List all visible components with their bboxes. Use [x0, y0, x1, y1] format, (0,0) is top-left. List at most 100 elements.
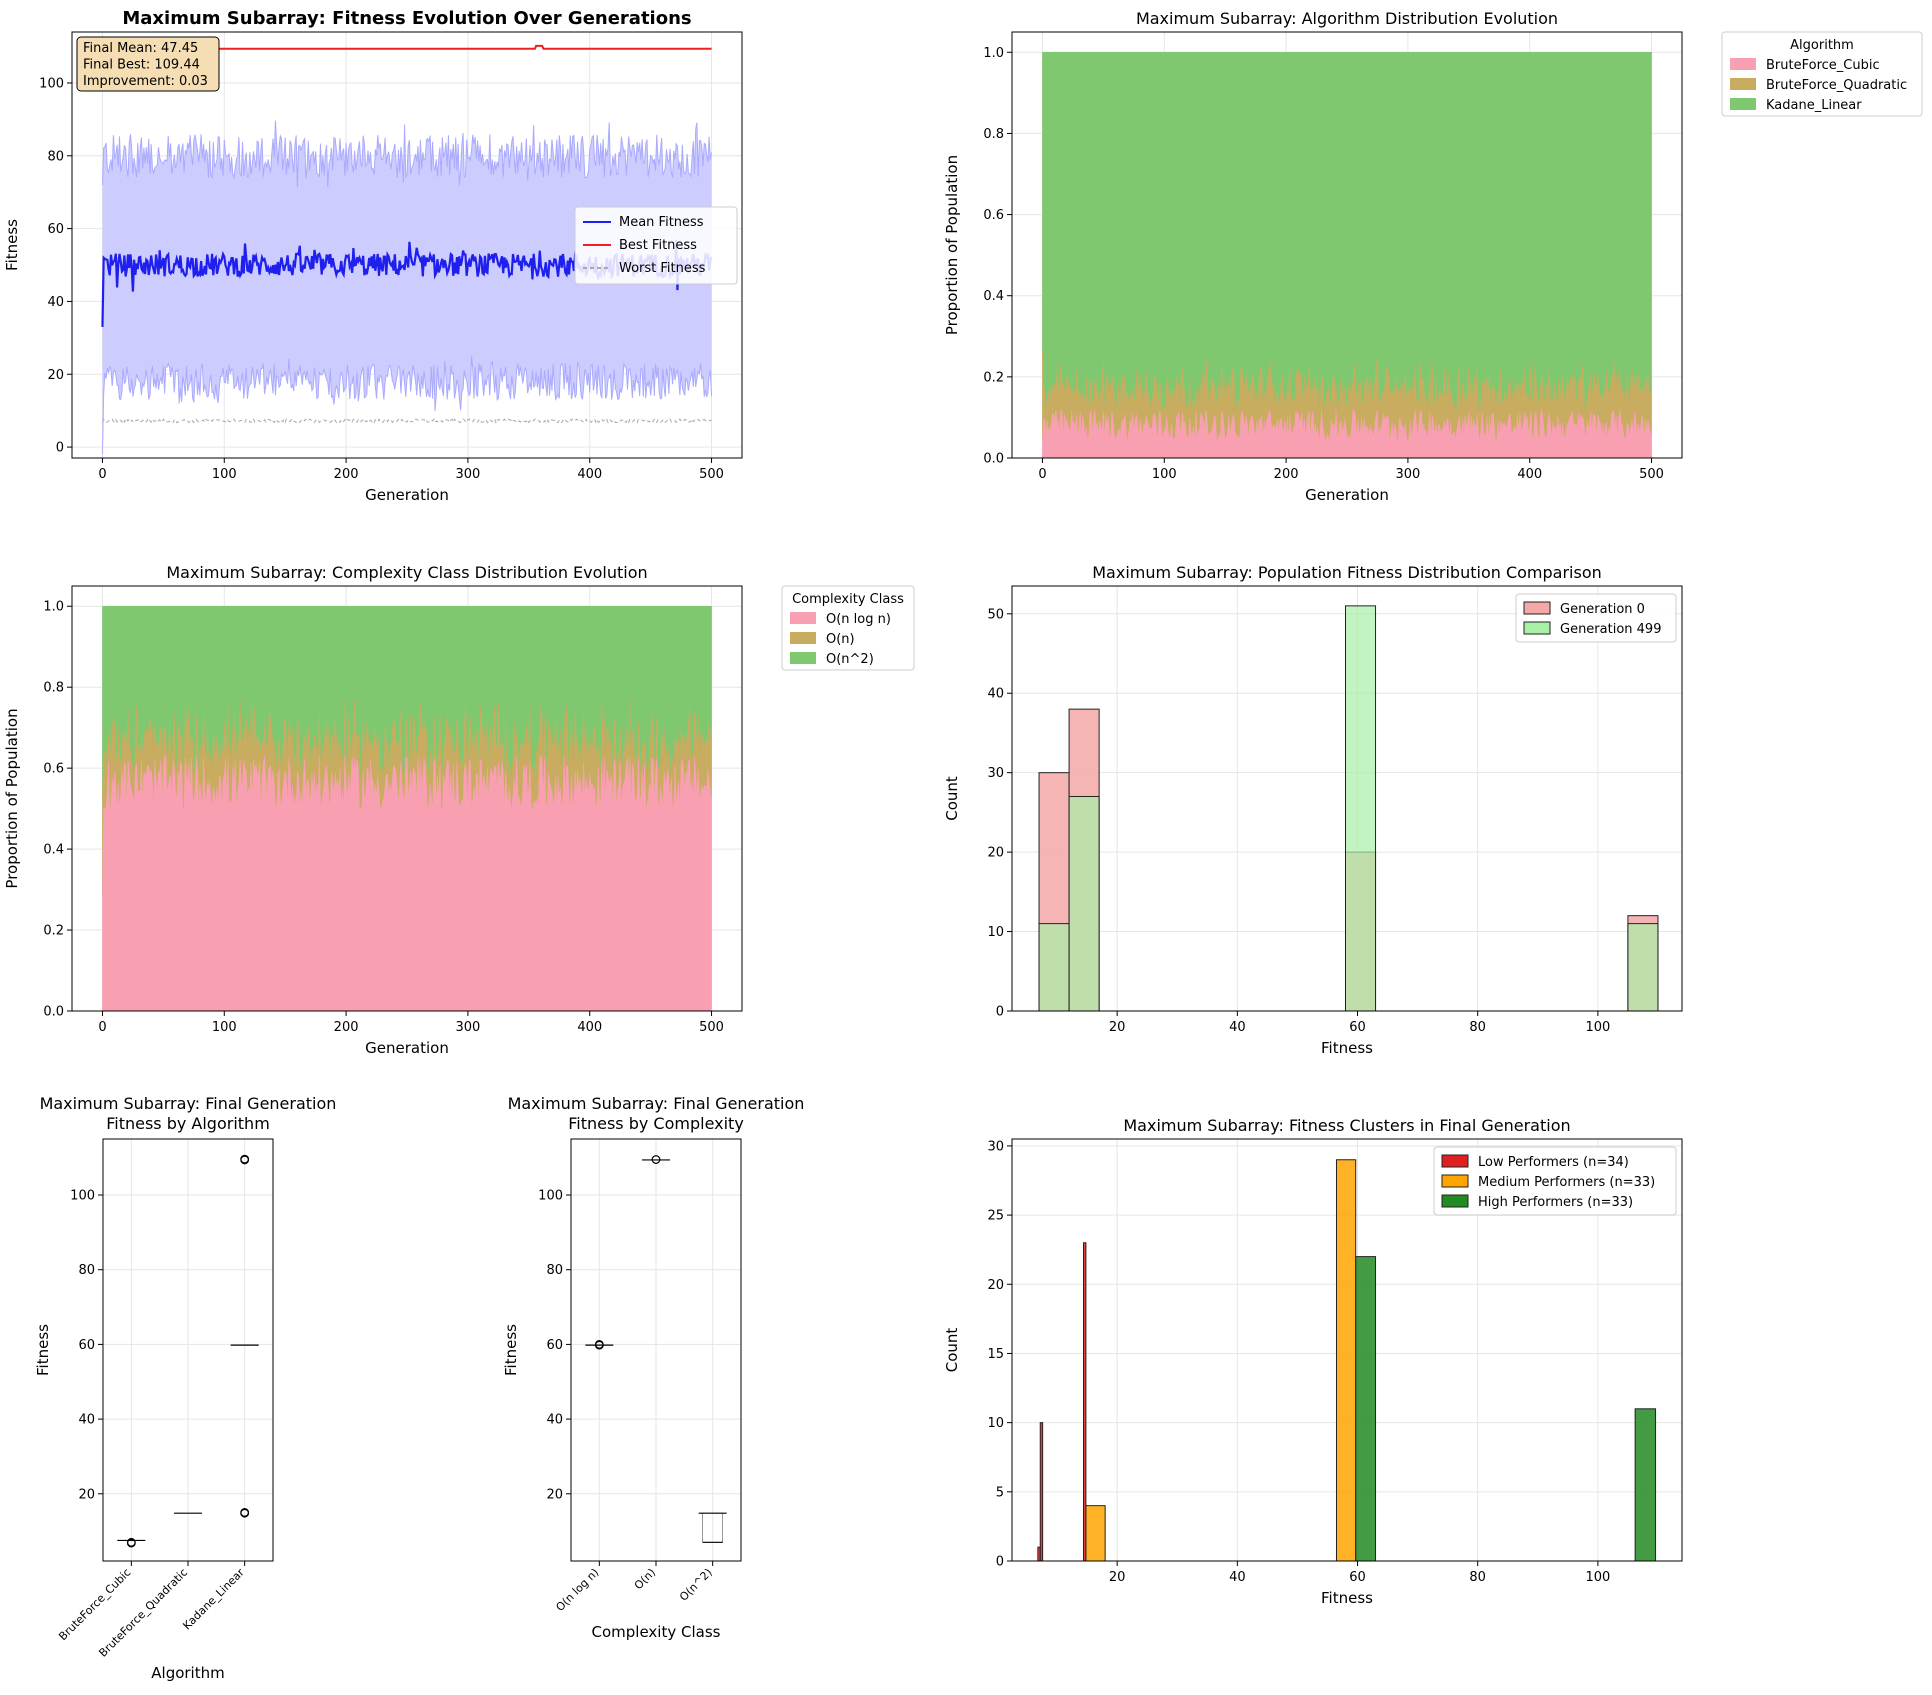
y-tick-label: 0	[996, 1005, 1004, 1020]
x-tick-label: 80	[1469, 1020, 1486, 1035]
y-axis-label: Count	[943, 1328, 961, 1373]
legend-box	[1515, 593, 1677, 643]
y-tick-label: 40	[546, 1413, 563, 1428]
y-tick-label: 80	[546, 1263, 563, 1278]
panel-4: 20 40 60 80 100 0 10 20 30 40 50 Maximum Subarray: …	[943, 563, 1683, 1057]
y-tick-label: 30	[987, 766, 1004, 781]
chart-title: Maximum Subarray: Complexity Class Distr…	[166, 563, 647, 582]
chart-title: Maximum Subarray: Final Generation Fitnes…	[40, 1094, 337, 1133]
x-tick-label: 100	[1585, 1020, 1610, 1035]
y-tick-label: 30	[987, 1139, 1004, 1154]
x-tick-label: 500	[1639, 467, 1664, 482]
x-tick-label: 0	[98, 1020, 106, 1035]
x-tick-label: 200	[1274, 467, 1299, 482]
x-tick-label: 0	[98, 467, 106, 482]
panel-5: 20 40 60 80 100 Maximum Subarray: Final Gener…	[34, 1094, 336, 1682]
legend-swatch	[1441, 1174, 1469, 1188]
worst-fitness-line	[102, 417, 712, 424]
axes-frame	[1011, 31, 1683, 459]
y-tick-label: 0.2	[43, 924, 64, 939]
x-tick-label: 100	[212, 467, 237, 482]
y-tick-label: 0.2	[983, 370, 1004, 385]
y-tick-label: 0.0	[43, 1005, 64, 1020]
y-axis-label: Fitness	[34, 1324, 52, 1376]
y-tick-label: 0.6	[983, 208, 1004, 223]
outlier-marker	[126, 1538, 136, 1548]
cluster-bar	[1335, 1159, 1357, 1562]
legend-label: Low Performers (n=34)	[1478, 1155, 1629, 1170]
x-tick-label: 80	[1469, 1570, 1486, 1585]
x-axis-label: Generation	[365, 1039, 449, 1057]
chart-title: Maximum Subarray: Fitness Evolution Over…	[122, 8, 691, 29]
legend-label: Worst Fitness	[619, 261, 706, 276]
y-tick-label: 25	[987, 1209, 1004, 1224]
x-tick-label: 400	[577, 1020, 602, 1035]
x-tick-label: 20	[1109, 1570, 1126, 1585]
y-tick-label: 10	[987, 1416, 1004, 1431]
x-tick-label: 40	[1229, 1570, 1246, 1585]
legend-box	[574, 206, 738, 285]
y-tick-label: 20	[987, 846, 1004, 861]
x-tick-label: 20	[1109, 1020, 1126, 1035]
x-tick-label: 0	[1038, 467, 1046, 482]
chart-title: Maximum Subarray: Population Fitness Dis…	[1092, 563, 1602, 582]
chart-title-line: Fitness by Algorithm	[106, 1114, 270, 1133]
legend-label: BruteForce_Cubic	[1766, 58, 1880, 73]
y-tick-label: 10	[987, 925, 1004, 940]
y-tick-label: 100	[70, 1189, 95, 1204]
y-tick-label: 20	[78, 1487, 95, 1502]
legend-label: Generation 499	[1560, 622, 1661, 637]
outlier-marker	[594, 1339, 604, 1349]
y-tick-label: 0.8	[43, 681, 64, 696]
annotation-line: Final Mean: 47.45	[83, 41, 198, 56]
panel-7: 20 40 60 80 100 0 5 10 15 20 25 30 Maximum Subarray:…	[943, 1116, 1683, 1607]
x-axis-label: Generation	[1305, 486, 1389, 504]
x-tick-label: 500	[699, 1020, 724, 1035]
y-tick-label: 0.4	[983, 289, 1004, 304]
x-tick-label: 60	[1349, 1020, 1366, 1035]
y-axis-label: Count	[943, 776, 961, 821]
area-Kadane_Linear	[1042, 51, 1652, 420]
panel-1: 0 100 200 300 400 500 0 20 40 60 80 100 Maximum Suba…	[3, 8, 743, 504]
x-tick-label: 100	[212, 1020, 237, 1035]
y-tick-label: 40	[47, 295, 64, 310]
legend-swatch	[790, 612, 816, 624]
y-tick-label: 20	[546, 1487, 563, 1502]
legend-title: Complexity Class	[792, 592, 904, 607]
legend-swatch	[1730, 58, 1756, 70]
legend-swatch	[790, 632, 816, 644]
legend-label: Generation 0	[1560, 602, 1645, 617]
legend-swatch	[1730, 78, 1756, 90]
x-tick-label: Kadane_Linear	[180, 1566, 247, 1633]
annotation-box	[76, 36, 220, 92]
legend-box	[1433, 1146, 1677, 1216]
x-tick-label: 60	[1349, 1570, 1366, 1585]
legend-box	[781, 585, 915, 671]
legend-label: O(n^2)	[826, 652, 874, 667]
legend-label: Mean Fitness	[619, 215, 704, 230]
std-band	[102, 120, 712, 455]
band-lower	[101, 356, 713, 455]
y-tick-label: 0.8	[983, 127, 1004, 142]
legend-swatch	[1441, 1194, 1469, 1208]
hist-bar-generation-499	[1627, 923, 1659, 1012]
cluster-bar	[1039, 1422, 1044, 1562]
x-tick-label: 200	[334, 1020, 359, 1035]
x-tick-label: 400	[577, 467, 602, 482]
y-tick-label: 40	[78, 1413, 95, 1428]
axes-frame	[71, 585, 743, 1012]
x-axis-label: Fitness	[1321, 1589, 1373, 1607]
y-tick-label: 20	[987, 1278, 1004, 1293]
y-tick-label: 1.0	[43, 600, 64, 615]
hist-bar-generation-499	[1038, 923, 1070, 1012]
y-axis-label: Proportion of Population	[943, 155, 961, 335]
outlier-marker	[240, 1154, 250, 1164]
y-tick-label: 50	[987, 607, 1004, 622]
y-tick-label: 0.0	[983, 452, 1004, 467]
y-tick-label: 100	[39, 76, 64, 91]
outlier-marker	[651, 1155, 661, 1164]
legend-swatch	[1523, 601, 1551, 615]
x-tick-label: 200	[334, 467, 359, 482]
chart-title: Maximum Subarray: Final Generation Fitnes…	[508, 1094, 805, 1133]
axes-frame	[71, 31, 743, 459]
